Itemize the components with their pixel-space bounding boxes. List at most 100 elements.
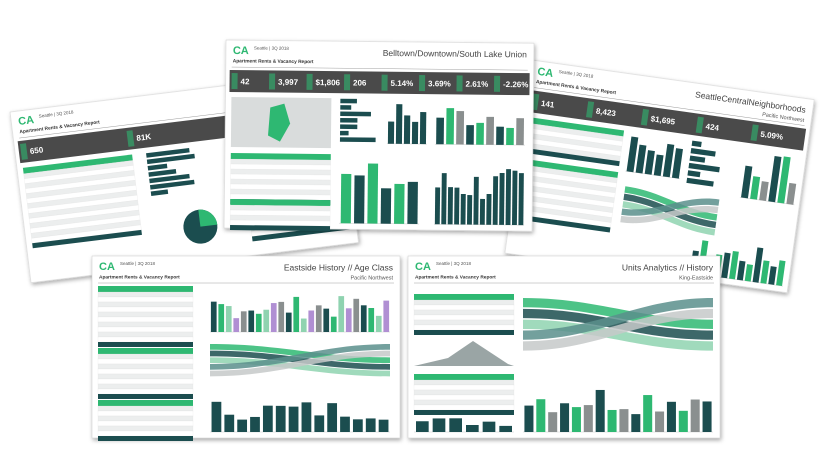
- chart-bar: [486, 194, 492, 225]
- kpi-value: 3,997: [278, 78, 299, 87]
- chart-bar: [666, 401, 676, 432]
- chart-bar: [248, 310, 255, 332]
- location: Seattle | 3Q 2018: [38, 109, 74, 118]
- table-header: [414, 294, 514, 300]
- chart-bar: [275, 405, 286, 432]
- chart-bar: [432, 418, 446, 432]
- chart-bar: [395, 104, 403, 144]
- chart-bar: [454, 187, 460, 225]
- chart-bar: [338, 296, 345, 332]
- logo: CA: [18, 114, 35, 128]
- table-row: [97, 336, 194, 343]
- chart-axis: [625, 170, 680, 179]
- table-total: [98, 342, 193, 347]
- dashboard-card: CA Seattle | 3Q 2018 Apartment Rents & Vac…: [223, 39, 535, 232]
- chart-bar: [300, 318, 307, 332]
- kpi-accent: [343, 74, 351, 91]
- kpi-value: 8,423: [595, 107, 617, 119]
- table-row: [413, 314, 515, 321]
- kpi-accent: [268, 73, 276, 90]
- chart-bar: [702, 401, 712, 432]
- chart-bar: [441, 173, 447, 225]
- table-row: [97, 316, 194, 323]
- chart-bar: [446, 108, 455, 145]
- kpi-value: $1,806: [316, 78, 341, 87]
- chart-bar: [150, 189, 169, 196]
- table-total: [98, 436, 193, 441]
- table-row: [413, 404, 515, 411]
- chart-bar: [233, 318, 240, 332]
- flow-band: [523, 308, 713, 351]
- kpi-value: $1,695: [650, 114, 676, 126]
- chart-bar: [250, 416, 260, 432]
- chart-bar: [149, 173, 190, 184]
- flow-band: [210, 350, 390, 370]
- subtitle: Pacific Northwest: [762, 112, 805, 124]
- chart-bar: [689, 155, 706, 163]
- table-total: [414, 410, 514, 415]
- chart-bar: [434, 187, 441, 225]
- chart-bar: [499, 172, 505, 225]
- table-total: [230, 225, 331, 232]
- flow-band: [621, 198, 720, 216]
- chart-bar: [354, 175, 365, 224]
- chart-bar: [211, 401, 222, 432]
- pie-slice: [198, 209, 218, 227]
- table-row: [97, 415, 194, 422]
- chart-bar: [383, 300, 390, 332]
- chart-bar: [407, 181, 418, 225]
- chart-bar: [210, 301, 217, 332]
- dashboard-card: CA Seattle | 3Q 2018 Apartment Rents & Vac…: [91, 255, 401, 441]
- kpi-value: 5.14%: [391, 79, 414, 88]
- chart-bar: [387, 121, 395, 144]
- table-row: [413, 309, 515, 316]
- chart-bar: [263, 309, 270, 332]
- location: Seattle | 3Q 2018: [254, 45, 289, 50]
- table-row: [97, 321, 194, 328]
- headline: Units Analytics // History: [622, 262, 714, 272]
- chart-bar: [149, 179, 195, 190]
- chart-bar: [148, 169, 177, 177]
- table-header: [98, 348, 193, 354]
- table-header: [529, 117, 625, 137]
- table-row: [97, 425, 194, 432]
- logo: CA: [537, 66, 554, 80]
- table-header: [230, 153, 331, 161]
- table-row: [97, 368, 194, 375]
- kpi-accent: [585, 101, 595, 118]
- chart-bar: [653, 154, 664, 177]
- chart-bar: [380, 188, 392, 224]
- chart-bar: [218, 304, 225, 332]
- chart-bar: [394, 183, 405, 224]
- chart-bar: [691, 140, 702, 148]
- chart-bar: [492, 176, 499, 225]
- table-row: [97, 353, 194, 360]
- chart-bar: [146, 153, 195, 165]
- chart-bar: [655, 411, 665, 432]
- chart-bar: [436, 117, 444, 145]
- chart-bar: [365, 418, 376, 432]
- chart-bar: [330, 316, 337, 332]
- chart-bar: [482, 421, 496, 432]
- chart-bar: [662, 143, 675, 178]
- chart-bar: [473, 176, 479, 225]
- chart-bar: [686, 177, 714, 187]
- kpi-value: 650: [29, 145, 44, 156]
- chart-bar: [293, 296, 300, 332]
- chart-bar: [776, 260, 786, 286]
- chart-bar: [619, 409, 629, 432]
- table-row: [413, 384, 515, 391]
- logo: CA: [233, 45, 249, 57]
- kpi-accent: [306, 73, 313, 90]
- table-row: [97, 358, 194, 365]
- chart-bar: [340, 124, 358, 130]
- table-row: [413, 389, 515, 396]
- chart-bar: [460, 193, 466, 225]
- chart-bar: [339, 137, 376, 143]
- chart-bar: [635, 144, 647, 174]
- headline: Belltown/Downtown/South Lake Union: [383, 48, 527, 60]
- chart-bar: [255, 313, 262, 332]
- flow-band: [523, 298, 713, 340]
- chart-bar: [607, 409, 617, 432]
